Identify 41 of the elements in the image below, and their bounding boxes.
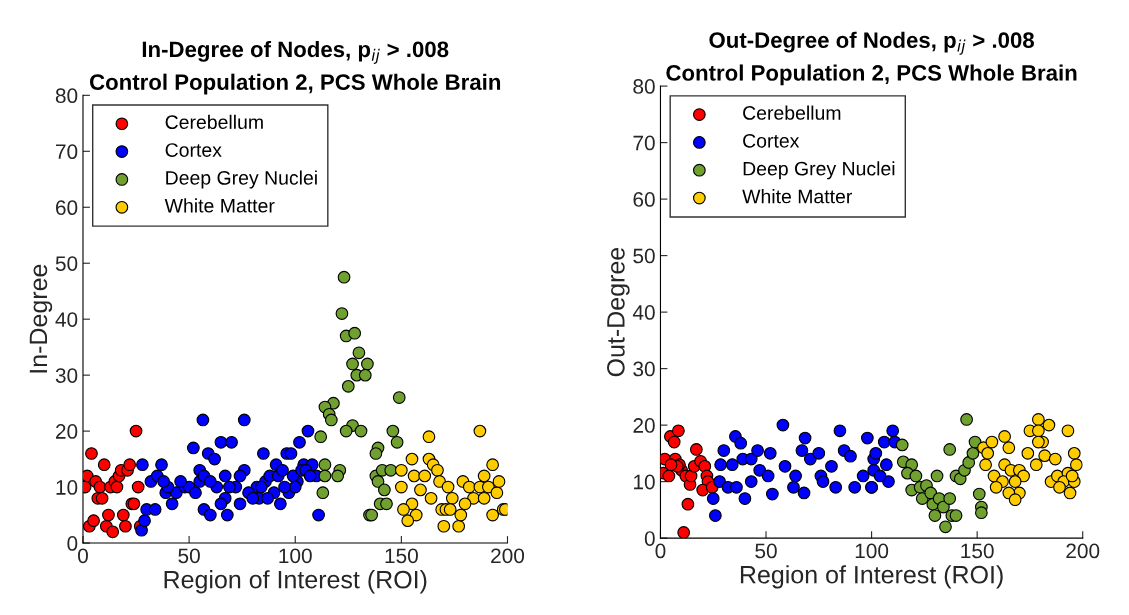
y-tick-label: 60 [633, 192, 655, 207]
legend-label: Cerebellum [743, 105, 841, 120]
y-tick-label: 70 [56, 144, 78, 160]
legend-label: Deep Grey Nuclei [743, 161, 895, 180]
y-tick-label: 60 [56, 200, 78, 216]
legend-label: White Matter [742, 189, 853, 204]
y-tick-label: 20 [633, 418, 655, 433]
y-tick-label: 40 [55, 312, 78, 327]
y-tick-label: 70 [633, 135, 655, 151]
y-tick-label: 80 [55, 88, 78, 104]
y-tick-label: 80 [633, 79, 655, 94]
x-tick-label: 150 [961, 543, 994, 559]
x-tick-label: 200 [491, 548, 525, 564]
y-tick-label: 20 [56, 424, 78, 439]
x-tick-label: 50 [755, 543, 777, 559]
chart-title: Out-Degree of Nodes, p$_{ij}$ > .008 Control Population 2, PCS Whole Brain [666, 31, 1077, 86]
y-tick-label: 40 [632, 305, 655, 320]
x-axis-title: Region of Interest (ROI) [740, 565, 1003, 589]
x-tick-label: 100 [855, 543, 889, 559]
legend-label: Cortex [743, 133, 800, 148]
chart-title: In-Degree of Nodes, p$_{ij}$ > .008 Control Population 2, PCS Whole Brain [89, 40, 501, 95]
y-tick-label: 10 [634, 474, 655, 490]
y-tick-label: 30 [633, 361, 655, 377]
legend-label: Cerebellum [165, 114, 263, 130]
x-tick-label: 0 [78, 548, 88, 564]
y-tick-label: 30 [55, 368, 78, 383]
legend-label: Deep Grey Nuclei [166, 170, 317, 189]
y-tick-label: 0 [644, 531, 655, 546]
legend-label: Cortex [165, 143, 222, 157]
x-tick-label: 100 [279, 548, 312, 564]
x-axis-title: Region of Interest (ROI) [164, 570, 427, 594]
y-axis-title: Out-Degree [607, 247, 630, 377]
legend-label: White Matter [164, 198, 275, 213]
x-tick-label: 0 [655, 543, 666, 559]
x-tick-label: 200 [1066, 543, 1100, 559]
y-tick-label: 10 [56, 480, 78, 495]
x-tick-label: 50 [178, 548, 200, 564]
x-tick-label: 150 [385, 548, 418, 564]
y-axis-title: In-Degree [29, 264, 53, 373]
y-tick-label: 50 [55, 256, 78, 271]
y-tick-label: 50 [633, 248, 655, 264]
